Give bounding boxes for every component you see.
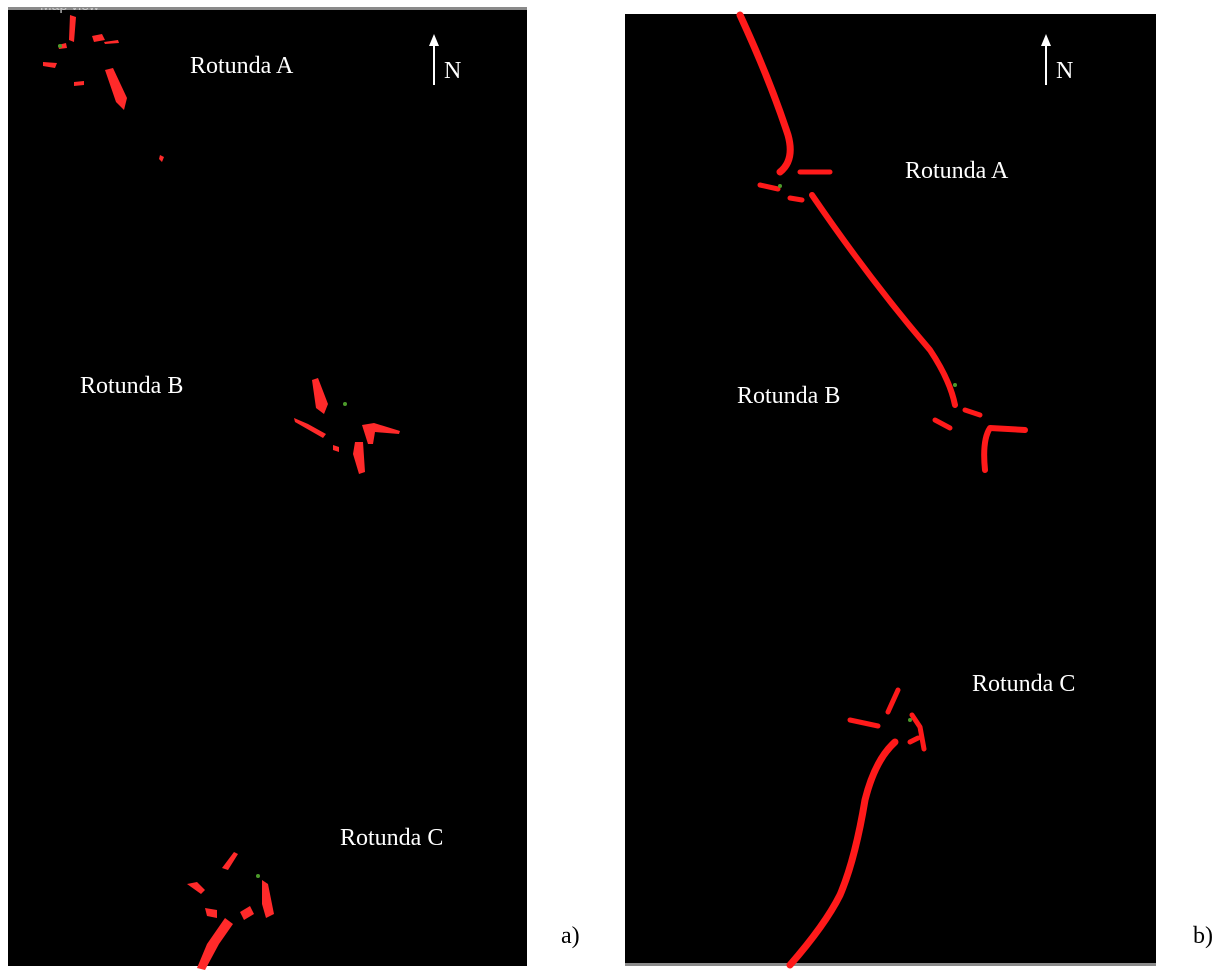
rotunda-label: Rotunda C (340, 825, 443, 851)
rotunda-label: Rotunda C (972, 671, 1075, 697)
rotunda-label: Rotunda B (80, 373, 183, 399)
north-label: N (1056, 58, 1073, 84)
map-background (8, 8, 527, 966)
north-label: N (444, 58, 461, 84)
panel-label: a) (561, 923, 580, 949)
figure: Map view N Rotunda A Rotunda B Rotunda C… (0, 0, 1216, 974)
rotunda-label: Rotunda A (905, 158, 1009, 184)
map-background (625, 14, 1156, 966)
view-title: Map view (40, 0, 100, 13)
map-panel-a: Map view N Rotunda A Rotunda B Rotunda C (8, 0, 527, 970)
map-panel-b: N Rotunda A Rotunda B Rotunda C (625, 14, 1156, 966)
rotunda-label: Rotunda A (190, 53, 294, 79)
rotunda-label: Rotunda B (737, 383, 840, 409)
panel-label: b) (1193, 923, 1213, 949)
window-bar (625, 963, 1156, 966)
